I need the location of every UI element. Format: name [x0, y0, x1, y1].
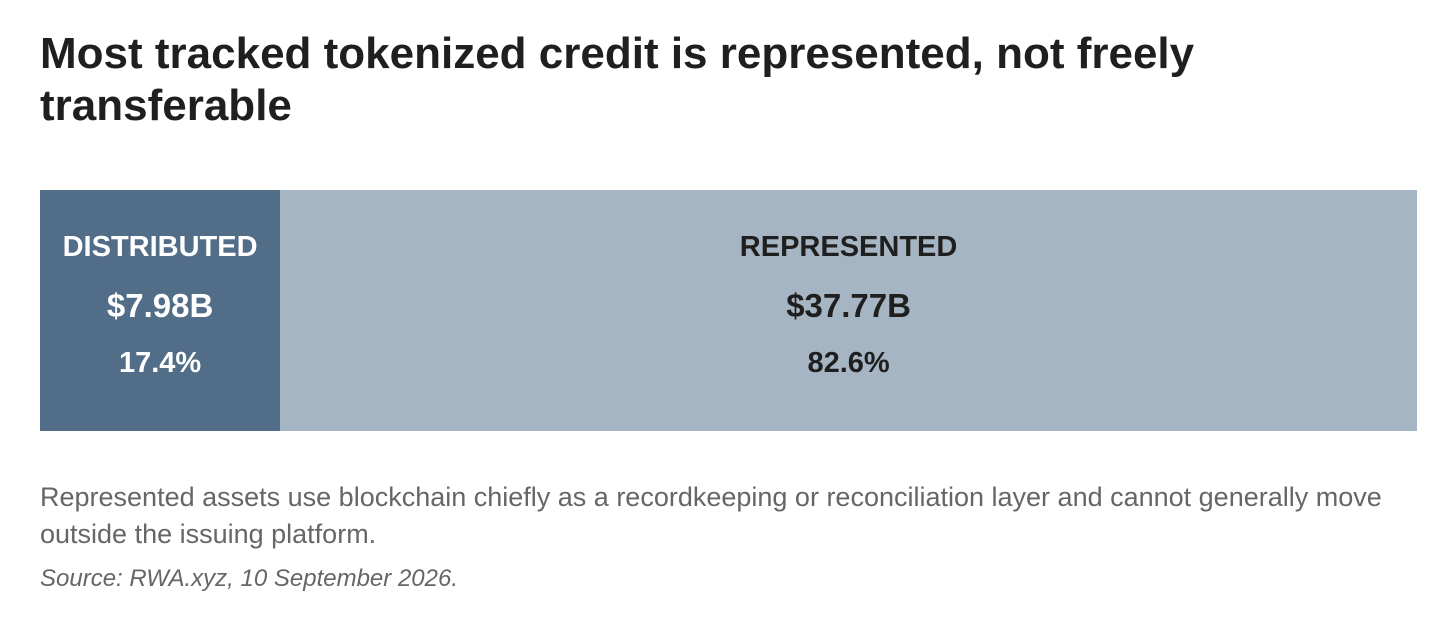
bar-segment-distributed: DISTRIBUTED $7.98B 17.4% — [40, 190, 281, 431]
segment-value: $37.77B — [786, 287, 911, 324]
chart-note: Represented assets use blockchain chiefl… — [40, 482, 1382, 549]
segment-label: DISTRIBUTED — [62, 231, 258, 263]
segment-share: 82.6% — [807, 347, 890, 379]
segment-value: $7.98B — [106, 287, 214, 324]
segment-label: REPRESENTED — [739, 231, 958, 263]
stacked-bar: DISTRIBUTED $7.98B 17.4% REPRESENTED $37.77B… — [40, 190, 1417, 431]
bar-segment-represented: REPRESENTED $37.77B 82.6% — [280, 190, 1417, 431]
chart-title: Most tracked tokenized credit is represe… — [40, 29, 1195, 130]
chart-source: Source: RWA.xyz, 10 September 2026. — [40, 565, 458, 592]
segment-share: 17.4% — [118, 347, 202, 379]
